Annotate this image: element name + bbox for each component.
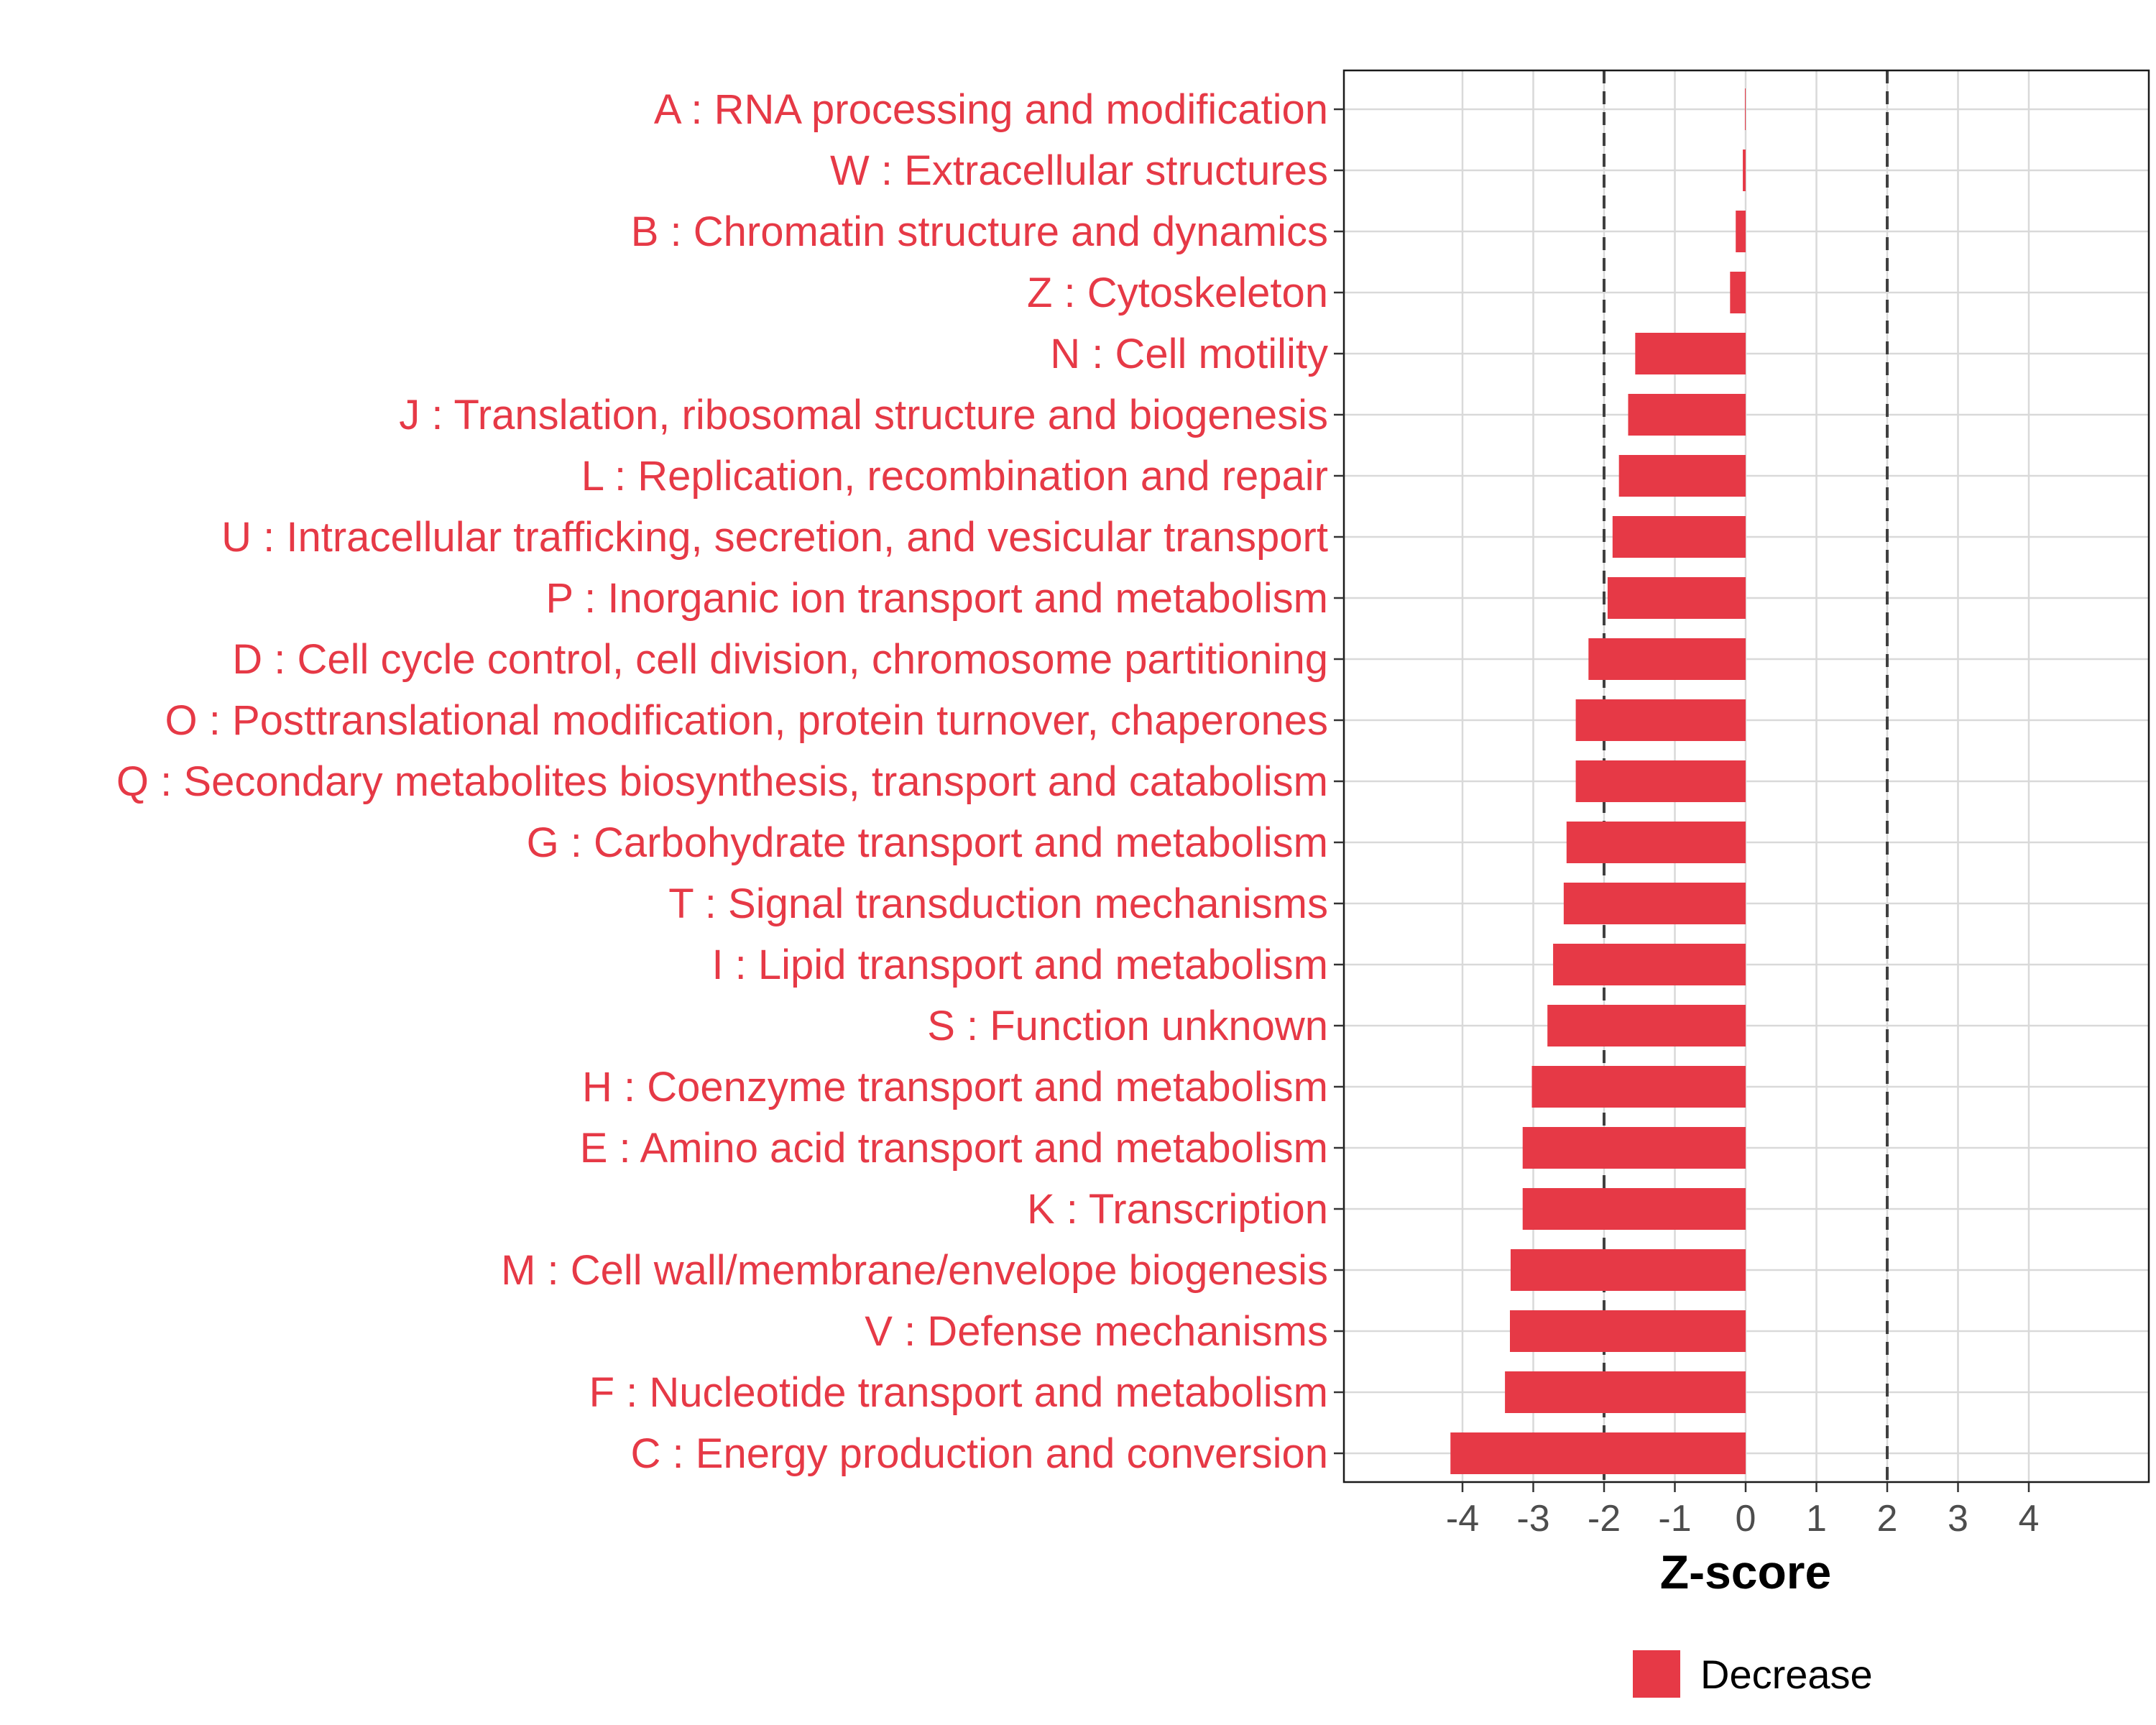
category-label: U : Intracellular trafficking, secretion… [221,514,1328,561]
category-label: F : Nucleotide transport and metabolism [589,1369,1328,1416]
x-tick-label: 4 [2019,1498,2040,1540]
category-label: W : Extracellular structures [830,147,1328,194]
category-label: G : Carbohydrate transport and metabolis… [527,819,1328,866]
bar [1745,88,1746,130]
category-label: I : Lipid transport and metabolism [711,942,1328,988]
bar [1628,394,1746,436]
bar [1563,883,1746,924]
category-label: L : Replication, recombination and repai… [581,453,1328,500]
legend-swatch-decrease [1633,1650,1680,1698]
category-label: Z : Cytoskeleton [1027,270,1328,316]
category-label: P : Inorganic ion transport and metaboli… [545,575,1328,622]
bar [1618,455,1746,497]
x-tick-label: -1 [1658,1498,1691,1540]
bar [1522,1127,1746,1169]
category-label: T : Signal transduction mechanisms [668,880,1328,927]
x-tick-label: 0 [1736,1498,1756,1540]
bar [1509,1310,1746,1352]
bar [1566,822,1746,863]
bar [1588,638,1746,680]
bar [1612,516,1746,558]
bars [1450,88,1746,1474]
category-label: O : Posttranslational modification, prot… [165,697,1328,744]
category-label: V : Defense mechanisms [865,1308,1328,1355]
bar [1743,150,1746,191]
category-label: M : Cell wall/membrane/envelope biogenes… [501,1247,1328,1294]
x-axis-title: Z-score [1660,1545,1831,1598]
category-label: E : Amino acid transport and metabolism [580,1125,1328,1172]
x-tick-label: 2 [1877,1498,1898,1540]
category-label: D : Cell cycle control, cell division, c… [232,636,1328,683]
reference-lines [1603,70,1889,1482]
category-label: A : RNA processing and modification [654,86,1328,133]
y-axis-ticks [1334,108,1344,1455]
category-label: J : Translation, ribosomal structure and… [399,392,1328,438]
x-tick-label: -2 [1588,1498,1621,1540]
category-label: Q : Secondary metabolites biosynthesis, … [116,758,1328,805]
bar [1635,333,1746,374]
x-axis-ticks: -4 -3 -2 -1 0 1 2 3 4 [1446,1482,2040,1540]
bar [1510,1249,1746,1291]
legend: Decrease [1633,1650,1873,1698]
bar [1575,760,1746,802]
bar [1450,1432,1746,1474]
bar [1505,1371,1746,1413]
bar [1607,577,1746,619]
bar [1547,1005,1746,1046]
category-label: N : Cell motility [1050,331,1328,377]
x-tick-label: 1 [1806,1498,1827,1540]
category-label: H : Coenzyme transport and metabolism [582,1064,1328,1110]
category-label: B : Chromatin structure and dynamics [631,208,1328,255]
bar [1531,1066,1746,1108]
bar [1522,1188,1746,1230]
x-tick-label: -3 [1516,1498,1549,1540]
legend-label-decrease: Decrease [1700,1652,1873,1697]
x-tick-label: 3 [1948,1498,1968,1540]
category-label: S : Function unknown [927,1003,1328,1049]
x-tick-label: -4 [1446,1498,1479,1540]
bar [1730,272,1746,313]
category-label: K : Transcription [1027,1186,1328,1233]
bar [1553,944,1746,985]
bar [1736,211,1746,252]
bar [1575,699,1746,741]
category-labels: A : RNA processing and modification W : E… [116,86,1328,1477]
category-label: C : Energy production and conversion [631,1430,1328,1477]
